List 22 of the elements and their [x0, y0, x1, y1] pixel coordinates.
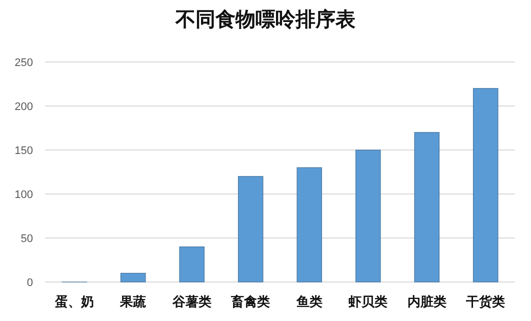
- bar: [472, 88, 498, 282]
- y-tick-label: 50: [20, 233, 33, 245]
- bar: [120, 272, 146, 282]
- bar: [355, 150, 381, 282]
- x-tick-label: 内脏类: [407, 294, 446, 310]
- chart-title: 不同食物嘌呤排序表: [174, 7, 356, 31]
- bar: [296, 167, 322, 282]
- x-tick-label: 畜禽类: [230, 294, 270, 310]
- x-tick-label: 谷薯类: [171, 294, 212, 310]
- x-tick-label: 蛋、奶: [54, 295, 94, 310]
- x-tick-label: 干货类: [465, 294, 506, 310]
- y-tick-label: 0: [26, 277, 33, 289]
- y-tick-label: 250: [14, 57, 33, 69]
- x-tick-label: 果蔬: [119, 294, 146, 310]
- bar: [414, 132, 440, 282]
- x-tick-label: 虾贝类: [348, 295, 388, 310]
- x-tick-label: 鱼类: [295, 295, 322, 310]
- y-tick-label: 100: [14, 189, 33, 201]
- y-tick-label: 200: [14, 101, 33, 113]
- bar: [179, 246, 205, 282]
- y-tick-label: 150: [14, 145, 33, 157]
- bar: [238, 176, 264, 282]
